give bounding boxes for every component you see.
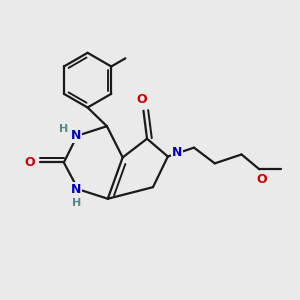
- Text: N: N: [171, 146, 182, 160]
- Text: H: H: [72, 198, 81, 208]
- Text: H: H: [59, 124, 68, 134]
- Text: O: O: [24, 156, 35, 169]
- Text: O: O: [136, 93, 147, 106]
- Text: O: O: [256, 173, 267, 186]
- Text: N: N: [71, 183, 82, 196]
- Text: N: N: [71, 129, 82, 142]
